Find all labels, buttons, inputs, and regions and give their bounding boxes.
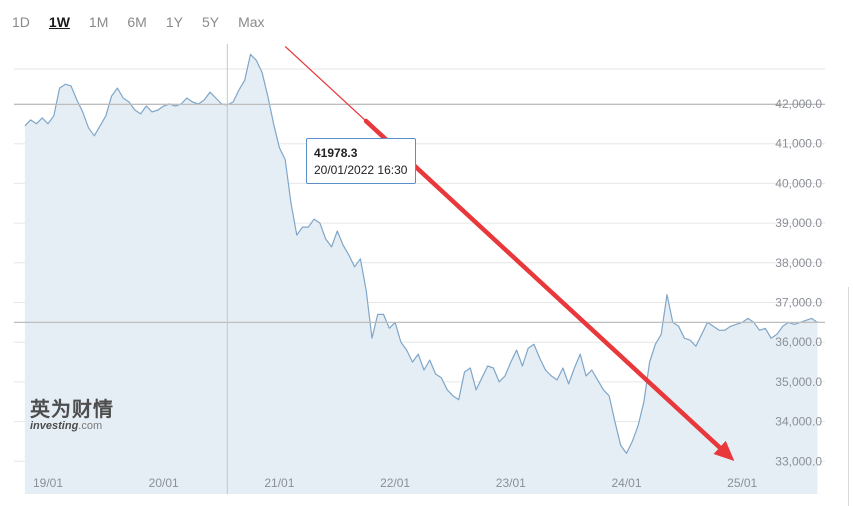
annotation-arrow-tail: [284, 45, 367, 122]
y-tick-label: 37,000.0: [775, 296, 822, 310]
x-tick-label: 23/01: [496, 476, 526, 490]
y-tick-label: 35,000.0: [775, 375, 822, 389]
x-tick-label: 20/01: [149, 476, 179, 490]
y-tick-label: 36,000.0: [775, 335, 822, 349]
y-tick-label: 33,000.0: [775, 454, 822, 468]
tab-max[interactable]: Max: [238, 14, 265, 30]
x-tick-label: 22/01: [380, 476, 410, 490]
tab-5y[interactable]: 5Y: [201, 14, 220, 30]
tooltip-datetime: 20/01/2022 16:30: [314, 163, 408, 177]
price-area: [24, 54, 818, 495]
x-tick-label: 19/01: [33, 476, 63, 490]
timeframe-tabs: 1D 1W 1M 6M 1Y 5Y Max: [12, 12, 284, 32]
watermark-brand: investing.com: [30, 420, 114, 433]
investing-watermark: 英为财情 investing.com: [30, 398, 114, 433]
x-tick-label: 24/01: [611, 476, 641, 490]
tab-1d[interactable]: 1D: [12, 14, 30, 30]
watermark-brand-suffix: .com: [78, 420, 103, 432]
annotation-arrow-head: [713, 440, 735, 461]
panel-edge: [848, 287, 853, 506]
tab-6m[interactable]: 6M: [127, 14, 147, 30]
tab-1w[interactable]: 1W: [48, 14, 70, 30]
watermark-brand-name: investing: [30, 420, 79, 432]
x-tick-label: 21/01: [264, 476, 294, 490]
x-tick-label: 25/01: [727, 476, 757, 490]
y-tick-label: 38,000.0: [775, 256, 822, 270]
tab-1y[interactable]: 1Y: [165, 14, 183, 30]
y-tick-label: 39,000.0: [775, 216, 822, 230]
watermark-chinese-name: 英为财情: [30, 397, 114, 421]
y-tick-label: 40,000.0: [775, 176, 822, 190]
tooltip-price: 41978.3: [314, 146, 358, 160]
annotation-arrow-body: [363, 118, 722, 450]
y-tick-label: 34,000.0: [775, 415, 822, 429]
y-tick-label: 42,000.0: [775, 97, 822, 111]
price-line: [24, 53, 818, 454]
price-tooltip: 41978.3 20/01/2022 16:30: [306, 138, 416, 184]
tab-1m[interactable]: 1M: [88, 14, 109, 30]
y-tick-label: 41,000.0: [775, 137, 822, 151]
